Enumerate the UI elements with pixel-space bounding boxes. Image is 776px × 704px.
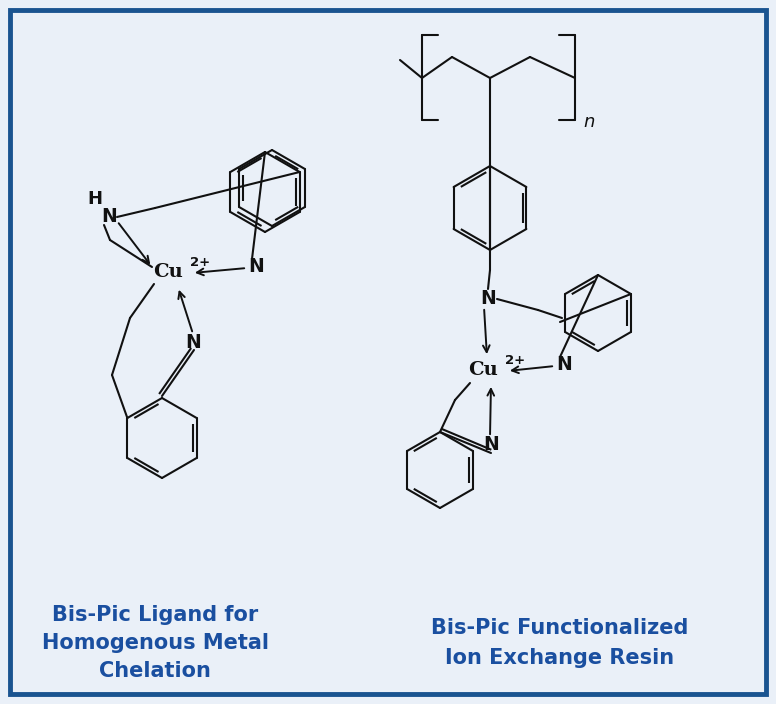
- Text: N: N: [556, 356, 572, 375]
- Text: N: N: [483, 436, 499, 455]
- Text: N: N: [101, 206, 117, 225]
- Text: Chelation: Chelation: [99, 661, 211, 681]
- Text: N: N: [248, 258, 264, 277]
- Text: Bis-Pic Functionalized: Bis-Pic Functionalized: [431, 618, 688, 638]
- Text: H: H: [88, 190, 102, 208]
- Text: Cu: Cu: [153, 263, 183, 281]
- Text: Homogenous Metal: Homogenous Metal: [41, 633, 268, 653]
- Text: N: N: [185, 334, 201, 353]
- Text: n: n: [583, 113, 594, 131]
- Text: 2+: 2+: [190, 256, 210, 270]
- Text: Bis-Pic Ligand for: Bis-Pic Ligand for: [52, 605, 258, 625]
- Text: Ion Exchange Resin: Ion Exchange Resin: [445, 648, 674, 668]
- Text: Cu: Cu: [468, 361, 498, 379]
- FancyBboxPatch shape: [10, 10, 766, 694]
- Text: 2+: 2+: [505, 355, 525, 367]
- Text: N: N: [480, 289, 496, 308]
